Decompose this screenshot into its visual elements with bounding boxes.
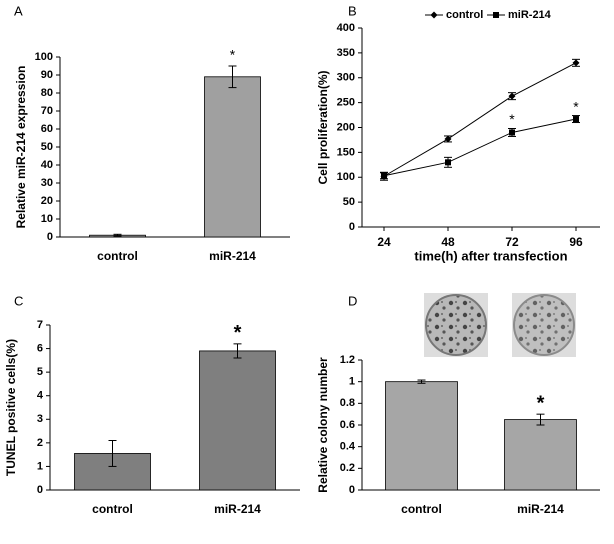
panel-label: B bbox=[348, 3, 357, 18]
y-axis-title: TUNEL positive cells(%) bbox=[4, 339, 18, 476]
x-tick-label: 48 bbox=[441, 235, 455, 249]
point bbox=[445, 159, 451, 166]
x-tick-label: 72 bbox=[505, 235, 519, 249]
y-tick-label: 100 bbox=[337, 171, 355, 183]
y-tick-label: 0 bbox=[349, 484, 355, 496]
panel-label: C bbox=[14, 293, 23, 308]
y-tick-label: 4 bbox=[37, 390, 44, 402]
y-tick-label: 30 bbox=[41, 177, 53, 189]
y-tick-label: 6 bbox=[37, 342, 43, 354]
colony-photo bbox=[512, 293, 576, 357]
y-tick-label: 80 bbox=[41, 87, 53, 99]
y-tick-label: 0 bbox=[349, 221, 355, 233]
x-tick-label: miR-214 bbox=[214, 502, 261, 516]
x-tick-label: 96 bbox=[569, 235, 583, 249]
y-axis-title: Relative miR-214 expression bbox=[14, 66, 28, 229]
y-tick-label: 70 bbox=[41, 105, 53, 117]
y-tick-label: 20 bbox=[41, 195, 53, 207]
error-bar bbox=[228, 65, 237, 89]
legend-label: control bbox=[446, 9, 483, 21]
y-tick-label: 40 bbox=[41, 159, 53, 171]
point bbox=[381, 172, 387, 179]
error-bar bbox=[233, 343, 242, 359]
y-tick-label: 150 bbox=[337, 146, 355, 158]
y-axis-title: Relative colony number bbox=[316, 357, 330, 493]
y-tick-label: 300 bbox=[337, 72, 355, 84]
y-tick-label: 0.8 bbox=[340, 397, 355, 409]
y-tick-label: 250 bbox=[337, 97, 355, 109]
significance-marker: * bbox=[234, 322, 242, 344]
y-tick-label: 1 bbox=[37, 460, 43, 472]
y-tick-label: 1.2 bbox=[340, 354, 355, 366]
x-tick-label: 24 bbox=[377, 235, 391, 249]
y-tick-label: 200 bbox=[337, 121, 355, 133]
line bbox=[383, 62, 577, 177]
legend-marker bbox=[493, 12, 499, 18]
point bbox=[508, 92, 516, 100]
y-tick-label: 0 bbox=[37, 484, 43, 496]
y-tick-label: 10 bbox=[41, 213, 53, 225]
bar bbox=[504, 419, 577, 491]
y-tick-label: 100 bbox=[35, 51, 53, 63]
significance-marker: * bbox=[230, 47, 236, 63]
error-bar bbox=[108, 440, 117, 467]
y-tick-label: 50 bbox=[41, 141, 53, 153]
y-tick-label: 0.6 bbox=[340, 419, 355, 431]
bar bbox=[385, 381, 458, 491]
x-tick-label: miR-214 bbox=[209, 249, 256, 263]
x-axis-title: time(h) after transfection bbox=[414, 248, 567, 263]
point bbox=[572, 59, 580, 67]
y-tick-label: 90 bbox=[41, 69, 53, 81]
y-tick-label: 0 bbox=[47, 231, 53, 243]
x-tick-label: control bbox=[92, 502, 133, 516]
significance-marker: * bbox=[537, 392, 545, 414]
y-tick-label: 50 bbox=[343, 196, 355, 208]
y-tick-label: 1 bbox=[349, 376, 355, 388]
y-tick-label: 400 bbox=[337, 22, 355, 34]
error-bar bbox=[113, 233, 122, 237]
y-tick-label: 5 bbox=[37, 366, 43, 378]
y-tick-label: 2 bbox=[37, 437, 43, 449]
colony-photo bbox=[424, 293, 488, 357]
x-tick-label: miR-214 bbox=[517, 502, 564, 516]
point bbox=[444, 135, 452, 143]
point bbox=[509, 129, 515, 136]
y-tick-label: 0.4 bbox=[340, 441, 356, 453]
x-tick-label: control bbox=[401, 502, 442, 516]
y-tick-label: 7 bbox=[37, 319, 43, 331]
y-tick-label: 3 bbox=[37, 413, 43, 425]
legend-label: miR-214 bbox=[508, 9, 552, 21]
point bbox=[573, 116, 579, 123]
panel-label: A bbox=[14, 3, 23, 18]
significance-marker: * bbox=[509, 111, 515, 127]
y-tick-label: 60 bbox=[41, 123, 53, 135]
error-bar bbox=[417, 379, 426, 384]
panel-label: D bbox=[348, 293, 357, 308]
significance-marker: * bbox=[573, 98, 579, 114]
y-axis-title: Cell proliferation(%) bbox=[316, 70, 330, 184]
error-bar bbox=[536, 413, 545, 426]
y-tick-label: 350 bbox=[337, 47, 355, 59]
line bbox=[383, 118, 577, 177]
legend-marker bbox=[430, 11, 438, 19]
y-tick-label: 0.2 bbox=[340, 462, 355, 474]
bar bbox=[199, 350, 276, 491]
x-tick-label: control bbox=[97, 249, 138, 263]
bar bbox=[204, 76, 261, 238]
